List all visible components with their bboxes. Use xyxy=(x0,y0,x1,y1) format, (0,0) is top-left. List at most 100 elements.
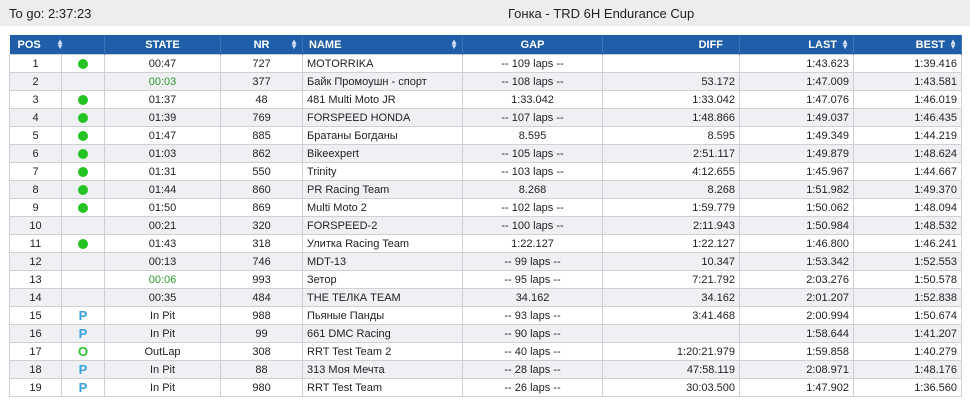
cell-state: 01:43 xyxy=(104,234,222,253)
cell-state: 00:13 xyxy=(104,252,222,271)
cell-last: 1:49.037 xyxy=(739,108,855,127)
cell-gap: 1:33.042 xyxy=(462,90,604,109)
cell-last: 1:49.879 xyxy=(739,144,855,163)
cell-diff: 1:59.779 xyxy=(602,198,741,217)
cell-nr: 746 xyxy=(220,252,304,271)
on-track-indicator-icon xyxy=(78,166,88,177)
cell-name: MDT-13 xyxy=(302,252,464,271)
cell-last: 1:45.967 xyxy=(739,162,855,181)
col-header-name[interactable]: NAME ▲ ▼ xyxy=(302,35,464,55)
table-row[interactable]: 6 01:03 862 Bikeexpert -- 105 laps -- 2:51.11… xyxy=(9,144,963,163)
table-row[interactable]: 14 00:35 484 THE ТЕЛКА TEAM 34.162 34.162 2:01… xyxy=(9,288,963,307)
col-header-gap[interactable]: GAP xyxy=(462,35,604,55)
cell-pos: 13 xyxy=(9,270,62,289)
cell-gap: -- 103 laps -- xyxy=(462,162,604,181)
cell-best: 1:48.176 xyxy=(853,360,963,379)
cell-best: 1:52.838 xyxy=(853,288,963,307)
table-row[interactable]: 8 01:44 860 PR Racing Team 8.268 8.268 1:51.98… xyxy=(9,180,963,199)
cell-gap: -- 105 laps -- xyxy=(462,144,604,163)
cell-nr: 48 xyxy=(220,90,304,109)
col-header-state-label: STATE xyxy=(145,38,180,51)
cell-name: 481 Multi Moto JR xyxy=(302,90,464,109)
col-header-best[interactable]: BEST ▲ ▼ xyxy=(853,35,963,55)
table-row[interactable]: 16 P In Pit 99 661 DMC Racing -- 90 laps -- 1:… xyxy=(9,324,963,343)
col-header-nr[interactable]: NR ▲ ▼ xyxy=(220,35,304,55)
cell-name: Братаны Богданы xyxy=(302,126,464,145)
table-row[interactable]: 3 01:37 48 481 Multi Moto JR 1:33.042 1:33.04… xyxy=(9,90,963,109)
sort-icon: ▲ ▼ xyxy=(841,37,850,51)
cell-best: 1:50.578 xyxy=(853,270,963,289)
pit-indicator: P xyxy=(78,325,88,341)
col-header-name-label: NAME xyxy=(309,38,342,51)
cell-gap: -- 102 laps -- xyxy=(462,198,604,217)
results-table: POS ▲ ▼ STATE NR ▲ ▼ NAME ▲ ▼ GAP DIFF LAST xyxy=(9,35,963,397)
cell-last: 1:50.062 xyxy=(739,198,855,217)
col-header-diff-label: DIFF xyxy=(698,38,724,51)
cell-last: 2:03.276 xyxy=(739,270,855,289)
cell-pos: 16 xyxy=(9,324,62,343)
table-row[interactable]: 7 01:31 550 Trinity -- 103 laps -- 4:12.655 1:… xyxy=(9,162,963,181)
cell-last: 1:47.009 xyxy=(739,72,855,91)
cell-diff: 1:33.042 xyxy=(602,90,741,109)
cell-gap: -- 90 laps -- xyxy=(462,324,604,343)
cell-diff: 3:41.468 xyxy=(602,306,741,325)
cell-status xyxy=(60,108,106,127)
cell-pos: 11 xyxy=(9,234,62,253)
cell-best: 1:50.674 xyxy=(853,306,963,325)
cell-state: 00:06 xyxy=(104,270,222,289)
pit-indicator: P xyxy=(78,361,88,377)
cell-nr: 988 xyxy=(220,306,304,325)
cell-state: 01:31 xyxy=(104,162,222,181)
cell-gap: 8.268 xyxy=(462,180,604,199)
cell-status xyxy=(60,234,106,253)
cell-last: 1:58.644 xyxy=(739,324,855,343)
cell-best: 1:46.435 xyxy=(853,108,963,127)
col-header-last-label: LAST xyxy=(808,38,838,51)
table-row[interactable]: 11 01:43 318 Улитка Racing Team 1:22.127 1:22… xyxy=(9,234,963,253)
table-row[interactable]: 1 00:47 727 MOTORRIKA -- 109 laps -- 1:43.623… xyxy=(9,54,963,73)
cell-best: 1:36.560 xyxy=(853,378,963,397)
table-row[interactable]: 12 00:13 746 MDT-13 -- 99 laps -- 10.347 1:53.… xyxy=(9,252,963,271)
cell-gap: 34.162 xyxy=(462,288,604,307)
cell-nr: 88 xyxy=(220,360,304,379)
col-header-pos[interactable]: POS ▲ ▼ xyxy=(9,35,106,55)
cell-pos: 19 xyxy=(9,378,62,397)
table-row[interactable]: 10 00:21 320 FORSPEED-2 -- 100 laps -- 2:11.9… xyxy=(9,216,963,235)
table-row[interactable]: 5 01:47 885 Братаны Богданы 8.595 8.595 1:49.3… xyxy=(9,126,963,145)
table-row[interactable]: 19 P In Pit 980 RRT Test Team -- 26 laps -- 30… xyxy=(9,378,963,397)
cell-name: Улитка Racing Team xyxy=(302,234,464,253)
cell-last: 1:46.800 xyxy=(739,234,855,253)
table-row[interactable]: 4 01:39 769 FORSPEED HONDA -- 107 laps -- 1:4… xyxy=(9,108,963,127)
cell-last: 2:08.971 xyxy=(739,360,855,379)
table-row[interactable]: 15 P In Pit 988 Пьяные Панды -- 93 laps -- 3:4… xyxy=(9,306,963,325)
cell-status xyxy=(60,198,106,217)
table-row[interactable]: 18 P In Pit 88 313 Моя Мечта -- 28 laps -- 47:… xyxy=(9,360,963,379)
col-header-state[interactable]: STATE xyxy=(104,35,222,55)
cell-status xyxy=(60,216,106,235)
cell-gap: -- 40 laps -- xyxy=(462,342,604,361)
cell-nr: 550 xyxy=(220,162,304,181)
cell-pos: 9 xyxy=(9,198,62,217)
cell-name: MOTORRIKA xyxy=(302,54,464,73)
col-header-diff[interactable]: DIFF xyxy=(602,35,741,55)
cell-diff: 8.268 xyxy=(602,180,741,199)
on-track-indicator-icon xyxy=(78,58,88,69)
cell-diff: 1:48.866 xyxy=(602,108,741,127)
cell-best: 1:41.207 xyxy=(853,324,963,343)
table-row[interactable]: 2 00:03 377 Байк Промоушн - спорт -- 108 lap… xyxy=(9,72,963,91)
cell-status xyxy=(60,90,106,109)
cell-best: 1:48.624 xyxy=(853,144,963,163)
race-title: Гонка - TRD 6H Endurance Cup xyxy=(508,6,695,21)
table-row[interactable]: 13 00:06 993 Зетор -- 95 laps -- 7:21.792 2:03… xyxy=(9,270,963,289)
col-header-last[interactable]: LAST ▲ ▼ xyxy=(739,35,855,55)
table-row[interactable]: 9 01:50 869 Multi Moto 2 -- 102 laps -- 1:59.… xyxy=(9,198,963,217)
on-track-indicator-icon xyxy=(78,130,88,141)
cell-gap: -- 28 laps -- xyxy=(462,360,604,379)
cell-nr: 99 xyxy=(220,324,304,343)
table-row[interactable]: 17 O OutLap 308 RRT Test Team 2 -- 40 laps --… xyxy=(9,342,963,361)
cell-diff: 8.595 xyxy=(602,126,741,145)
cell-status xyxy=(60,72,106,91)
cell-nr: 727 xyxy=(220,54,304,73)
pit-indicator: P xyxy=(78,379,88,395)
cell-pos: 18 xyxy=(9,360,62,379)
